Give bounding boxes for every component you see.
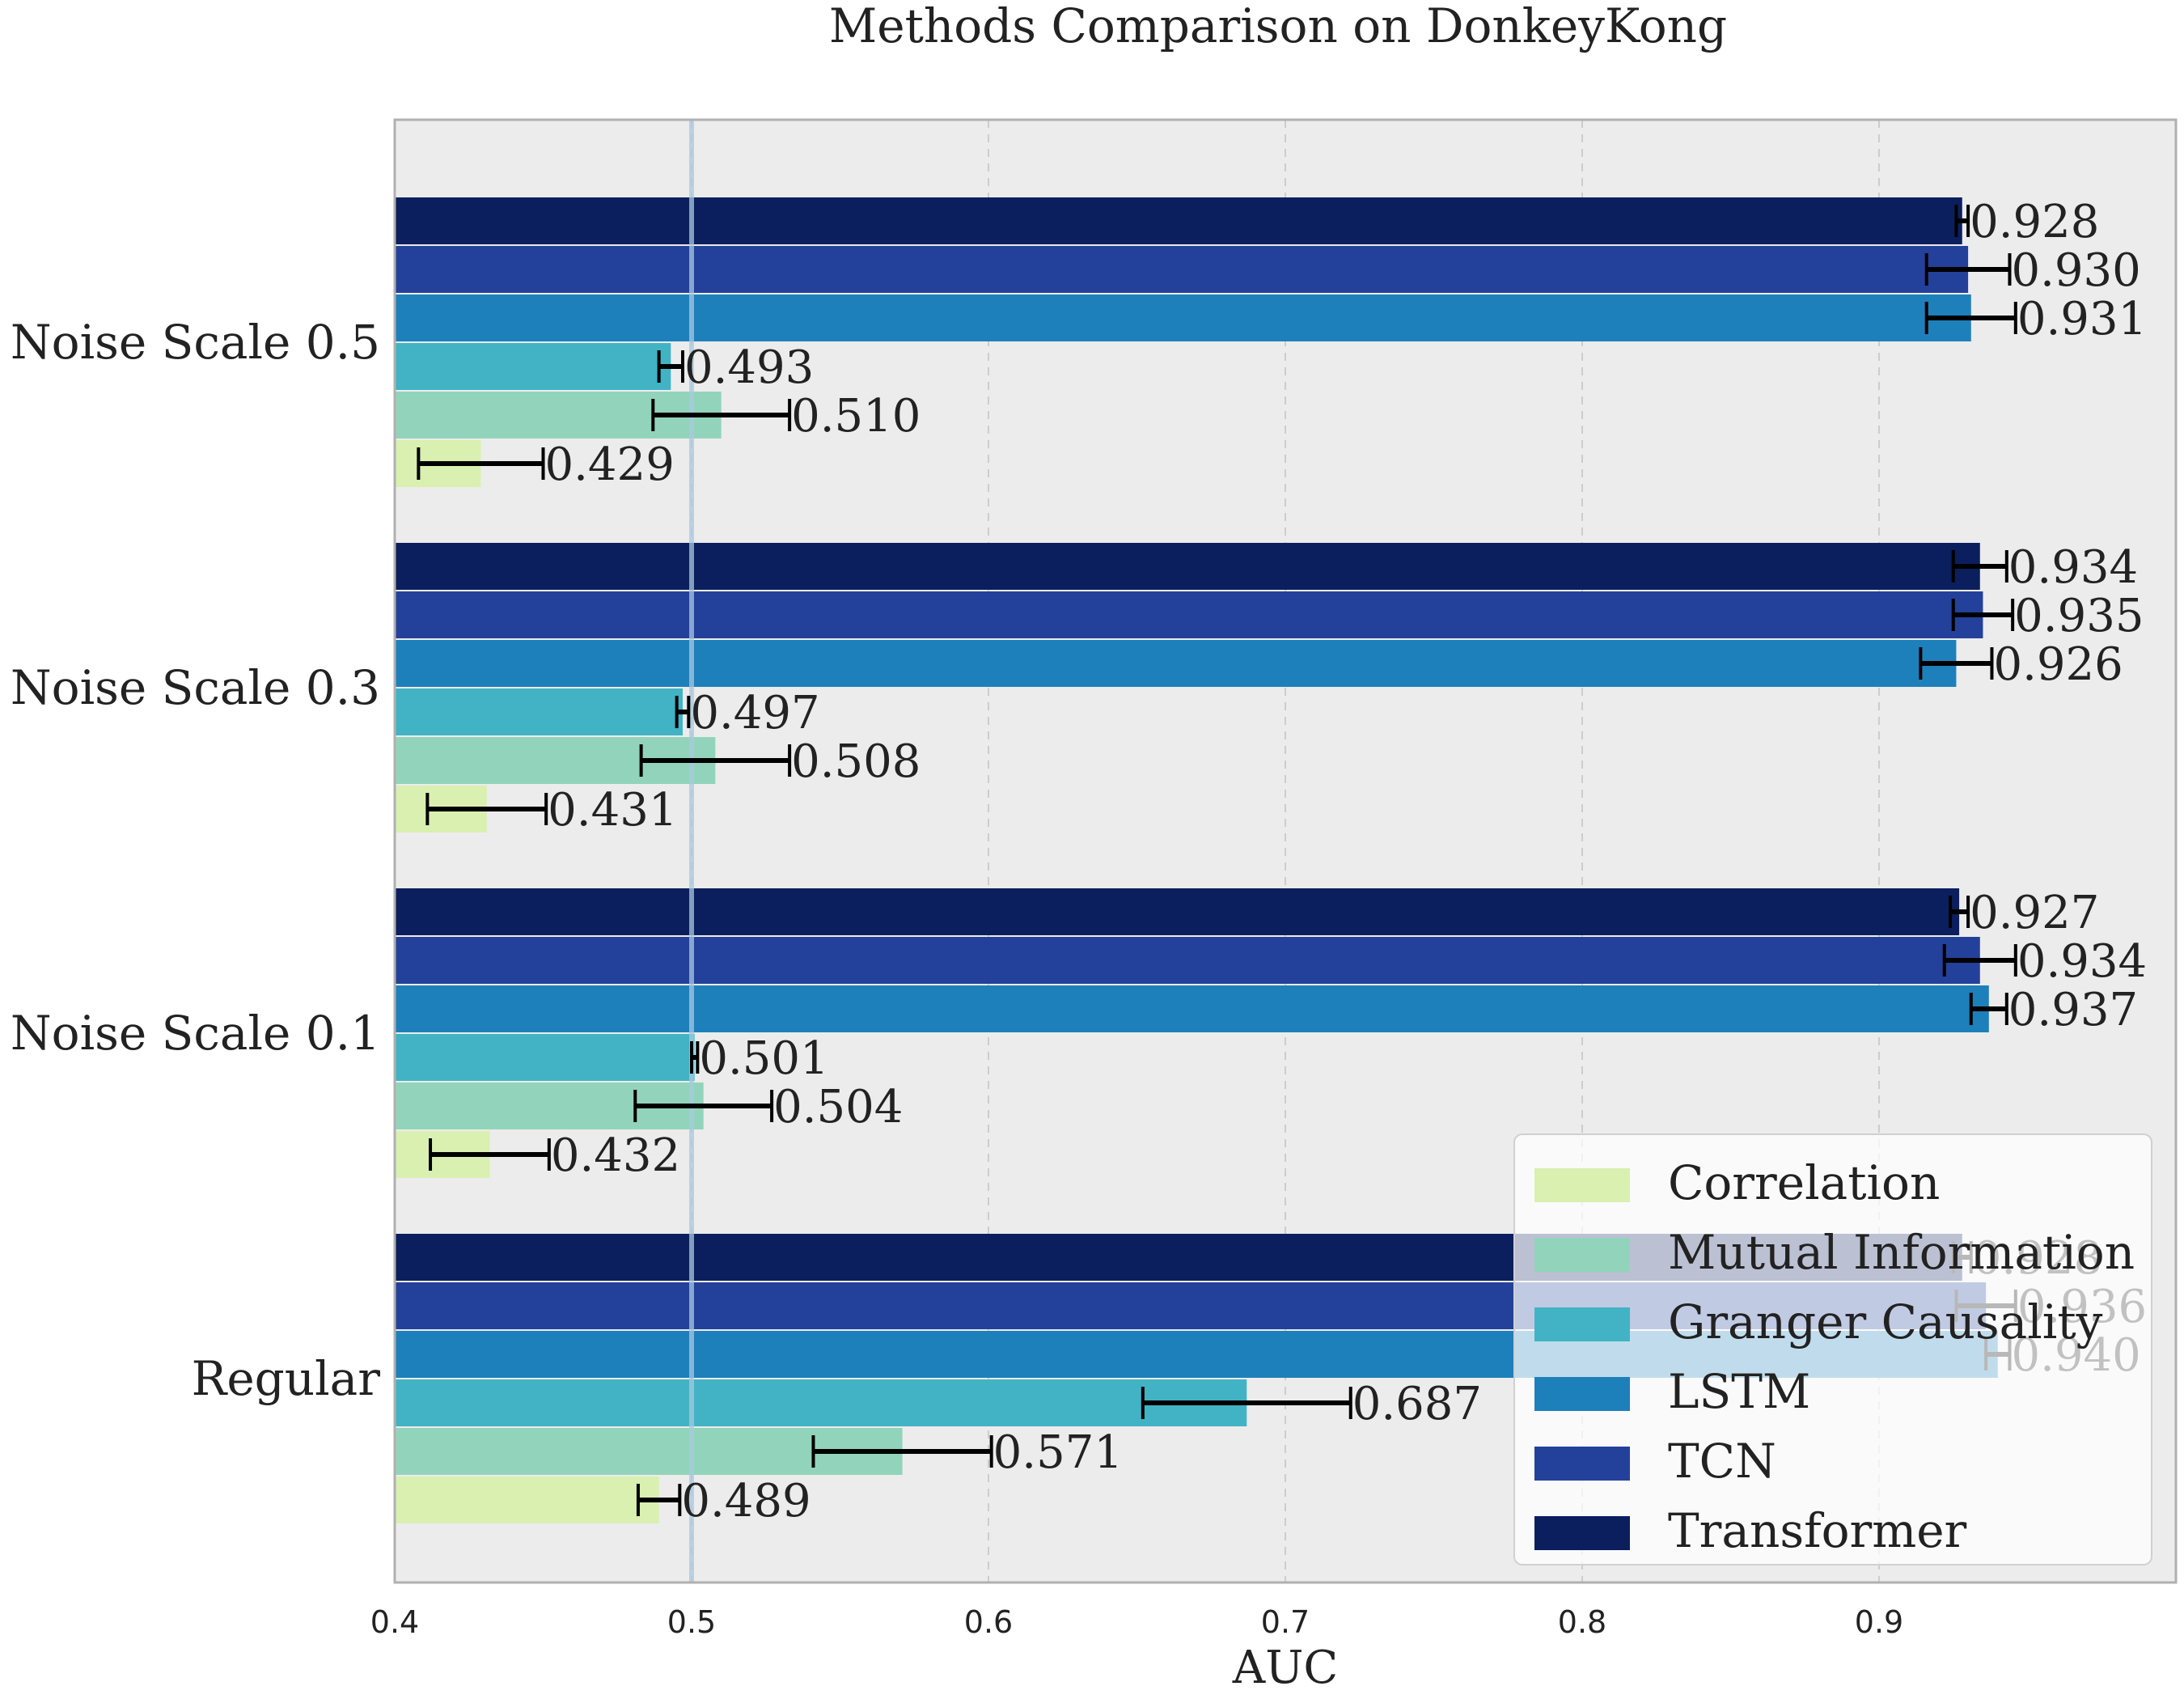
value-label: 0.432	[551, 1129, 680, 1182]
value-label: 0.930	[2011, 244, 2140, 297]
y-tick-label: Noise Scale 0.1	[11, 1006, 380, 1061]
value-label: 0.927	[1970, 887, 2099, 939]
bar	[395, 937, 1980, 984]
value-label: 0.510	[791, 390, 921, 443]
x-tick-label: 0.7	[1261, 1604, 1310, 1640]
legend-swatch	[1534, 1307, 1630, 1341]
bar	[395, 688, 683, 735]
x-tick-label: 0.9	[1855, 1604, 1903, 1640]
value-label: 0.926	[1993, 638, 2123, 691]
chart-title: Methods Comparison on DonkeyKong	[829, 0, 1727, 53]
y-tick-labels: Noise Scale 0.5 Noise Scale 0.3 Noise Scal…	[11, 315, 380, 1406]
bar	[395, 591, 1983, 638]
legend-label: Transformer	[1668, 1503, 1967, 1558]
x-tick-label: 0.5	[667, 1604, 716, 1640]
value-label: 0.934	[2008, 541, 2138, 594]
legend-box	[1513, 1133, 2152, 1566]
x-axis-label: AUC	[1232, 1642, 1338, 1694]
legend-swatch	[1534, 1377, 1630, 1411]
legend-label: LSTM	[1668, 1364, 1810, 1419]
value-label: 0.928	[1970, 196, 2099, 248]
bar	[395, 640, 1957, 687]
value-label: 0.934	[2017, 935, 2147, 988]
value-label: 0.571	[993, 1426, 1123, 1479]
x-tick-label: 0.4	[370, 1604, 419, 1640]
value-label: 0.935	[2014, 590, 2144, 642]
bar	[395, 1477, 659, 1523]
bar	[395, 1379, 1247, 1426]
legend-swatch	[1534, 1238, 1630, 1272]
value-label: 0.504	[773, 1081, 903, 1133]
bar	[395, 888, 1960, 935]
legend-label: Correlation	[1668, 1155, 1940, 1210]
bar	[395, 246, 1969, 293]
legend-swatch	[1534, 1447, 1630, 1481]
value-label: 0.508	[791, 735, 921, 788]
value-label: 0.493	[684, 341, 814, 394]
x-tick-label: 0.6	[964, 1604, 1013, 1640]
y-tick-label: Regular	[192, 1351, 381, 1406]
legend-swatch	[1534, 1168, 1630, 1202]
bar	[395, 1034, 695, 1081]
value-label: 0.429	[545, 439, 675, 491]
legend: Correlation Mutual Information Granger Cau…	[1513, 1133, 2152, 1566]
legend-label: TCN	[1668, 1434, 1776, 1489]
value-label: 0.489	[681, 1475, 811, 1527]
bar	[395, 197, 1962, 244]
value-label: 0.501	[699, 1032, 828, 1085]
value-label: 0.497	[690, 687, 819, 739]
value-label: 0.937	[2008, 984, 2138, 1036]
bar	[395, 294, 1971, 341]
x-tick-label: 0.8	[1558, 1604, 1606, 1640]
plot-frame	[393, 118, 2178, 1584]
value-label: 0.431	[548, 784, 677, 837]
legend-swatch	[1534, 1516, 1630, 1550]
bar	[395, 985, 1989, 1032]
legend-label: Granger Causality	[1668, 1294, 2103, 1349]
value-label: 0.687	[1352, 1378, 1482, 1430]
value-label: 0.931	[2017, 293, 2147, 345]
y-tick-label: Noise Scale 0.3	[11, 660, 380, 715]
y-tick-label: Noise Scale 0.5	[11, 315, 380, 370]
bar	[395, 543, 1980, 590]
legend-label: Mutual Information	[1668, 1225, 2135, 1280]
bar	[395, 343, 671, 390]
x-tick-labels: 0.4 0.5 0.6 0.7 0.8 0.9	[370, 1604, 1903, 1640]
